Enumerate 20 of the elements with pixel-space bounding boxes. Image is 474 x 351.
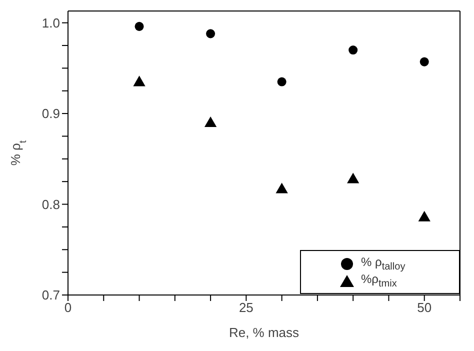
point [420,57,429,66]
point [206,29,216,38]
x-tick-label: 25 [238,300,254,316]
point [276,182,288,194]
y-tick-label: 0.7 [42,288,60,303]
point [418,210,430,222]
point [133,76,146,86]
x-tick-label: 0 [64,300,72,316]
legend-label: %ρ$_{tmix}$ [361,272,397,290]
point [204,116,217,128]
point [277,77,286,86]
y-tick-label: 1.0 [42,15,60,30]
point [347,172,360,184]
y-tick-label: 0.9 [42,106,60,122]
x-tick-label: 50 [417,300,432,316]
y-tick-label: 0.8 [42,196,60,212]
point [134,22,144,31]
legend-label: % ρ$_{talloy}$ [361,254,406,272]
point [348,46,358,55]
x-axis-title: Re, % mass [228,325,300,340]
